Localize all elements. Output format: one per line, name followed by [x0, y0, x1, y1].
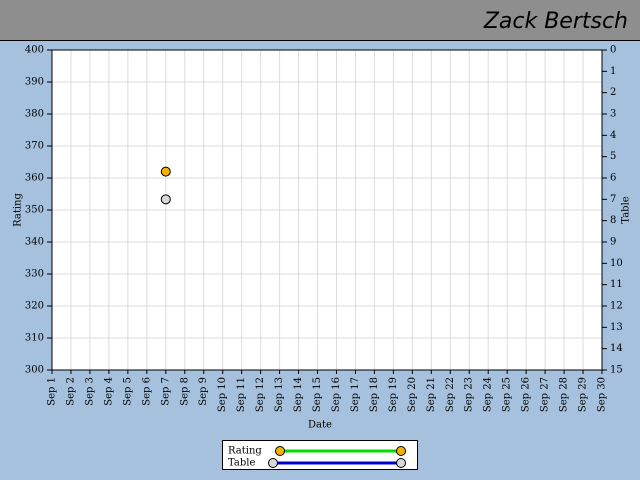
x-tick-label: Sep 25: [502, 377, 513, 412]
x-tick-label: Sep 3: [84, 377, 95, 406]
y-tick-label: 300: [25, 365, 44, 376]
legend-marker: [275, 446, 285, 456]
x-tick-label: Sep 11: [236, 377, 247, 412]
data-point: [160, 166, 171, 177]
x-axis-title: Date: [308, 420, 332, 431]
y-tick-label: 350: [25, 205, 44, 216]
x-tick-label: Sep 5: [122, 377, 133, 406]
x-tick-label: Sep 14: [293, 377, 304, 412]
y-tick-label: 380: [25, 109, 44, 120]
y2-tick-label: 6: [610, 173, 616, 184]
y-tick-label: 360: [25, 173, 44, 184]
y-tick-label: 390: [25, 77, 44, 88]
y2-tick-label: 3: [610, 109, 616, 120]
x-tick-label: Sep 20: [407, 377, 418, 412]
y-tick-label: 340: [25, 237, 44, 248]
x-tick-label: Sep 24: [483, 377, 494, 412]
x-tick-label: Sep 10: [217, 377, 228, 412]
y2-tick-label: 4: [610, 130, 616, 141]
x-tick-label: Sep 16: [331, 377, 342, 412]
y2-axis-title: Table: [621, 196, 632, 223]
x-tick-label: Sep 30: [597, 377, 608, 412]
legend-label: Table: [228, 458, 255, 469]
x-tick-label: Sep 28: [559, 377, 570, 412]
x-tick-label: Sep 6: [141, 377, 152, 406]
y2-tick-label: 1: [610, 66, 616, 77]
y2-tick-label: 14: [610, 343, 623, 354]
header-bar: [0, 0, 640, 40]
x-tick-label: Sep 13: [274, 377, 285, 412]
x-tick-label: Sep 29: [578, 377, 589, 412]
data-point: [160, 194, 171, 205]
x-tick-label: Sep 22: [445, 377, 456, 412]
user-name: Zack Bertsch: [483, 9, 628, 34]
y2-tick-label: 15: [610, 365, 623, 376]
x-tick-label: Sep 4: [103, 377, 114, 406]
legend-label: Rating: [228, 446, 262, 457]
y-tick-label: 310: [25, 333, 44, 344]
y2-tick-label: 12: [610, 301, 623, 312]
y-axis-title: Rating: [13, 193, 24, 227]
x-tick-label: Sep 1: [47, 377, 58, 406]
x-tick-label: Sep 7: [160, 377, 171, 406]
legend-marker: [268, 458, 278, 468]
x-tick-label: Sep 19: [388, 377, 399, 412]
x-tick-label: Sep 26: [521, 377, 532, 412]
x-tick-label: Sep 23: [464, 377, 475, 412]
x-tick-label: Sep 15: [312, 377, 323, 412]
legend-marker: [396, 446, 406, 456]
x-tick-label: Sep 17: [350, 377, 361, 412]
y-tick-label: 370: [25, 141, 44, 152]
y2-tick-label: 2: [610, 87, 616, 98]
legend: [222, 440, 418, 470]
x-tick-label: Sep 2: [65, 377, 76, 406]
y2-tick-label: 13: [610, 322, 623, 333]
x-tick-label: Sep 9: [198, 377, 209, 406]
y-tick-label: 400: [25, 45, 44, 56]
x-tick-label: Sep 27: [540, 377, 551, 412]
y2-tick-label: 8: [610, 215, 616, 226]
y2-tick-label: 5: [610, 151, 616, 162]
y2-tick-label: 10: [610, 258, 623, 269]
legend-marker: [396, 458, 406, 468]
y2-tick-label: 9: [610, 237, 616, 248]
x-tick-label: Sep 8: [179, 377, 190, 406]
x-tick-label: Sep 12: [255, 377, 266, 412]
y2-tick-label: 11: [610, 279, 623, 290]
y2-tick-label: 0: [610, 45, 616, 56]
x-tick-label: Sep 18: [369, 377, 380, 412]
y-tick-label: 320: [25, 301, 44, 312]
y-tick-label: 330: [25, 269, 44, 280]
y2-tick-label: 7: [610, 194, 616, 205]
x-tick-label: Sep 21: [426, 377, 437, 412]
